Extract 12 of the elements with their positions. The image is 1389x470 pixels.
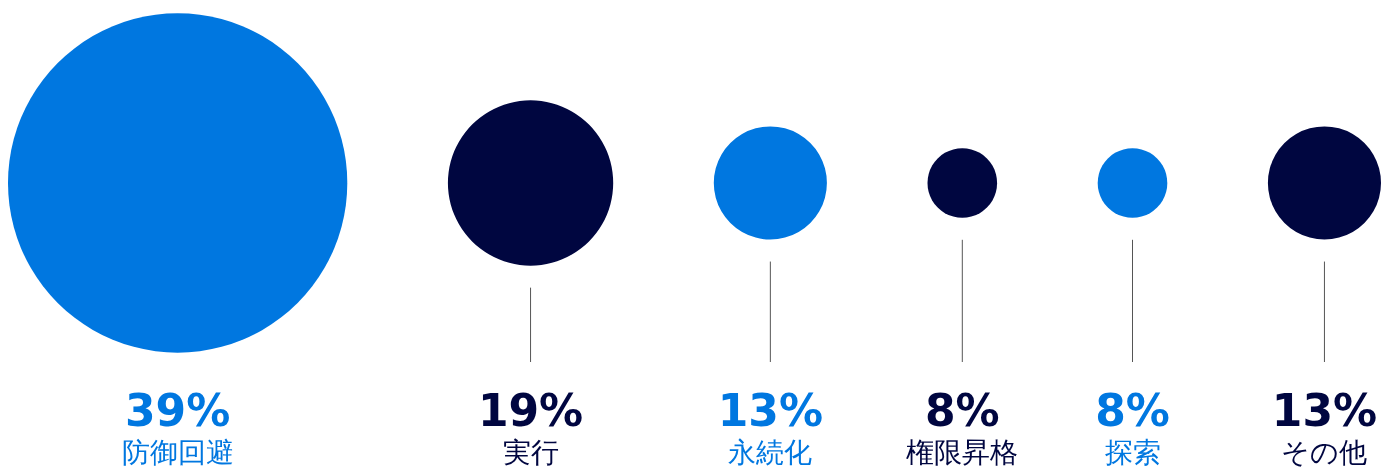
category-label: 探索 <box>1104 435 1161 469</box>
category-label: その他 <box>1281 435 1368 469</box>
data-label: 13% <box>717 384 824 436</box>
category-label: 実行 <box>502 435 559 469</box>
category-label: 防御回避 <box>121 435 234 469</box>
data-label: 13% <box>1271 384 1378 436</box>
data-label: 8% <box>924 384 1000 436</box>
data-label: 19% <box>477 384 584 436</box>
data-label: 8% <box>1095 384 1170 436</box>
category-label: 永続化 <box>728 435 813 469</box>
category-label: 権限昇格 <box>906 435 1019 469</box>
data-label: 39% <box>124 384 231 436</box>
